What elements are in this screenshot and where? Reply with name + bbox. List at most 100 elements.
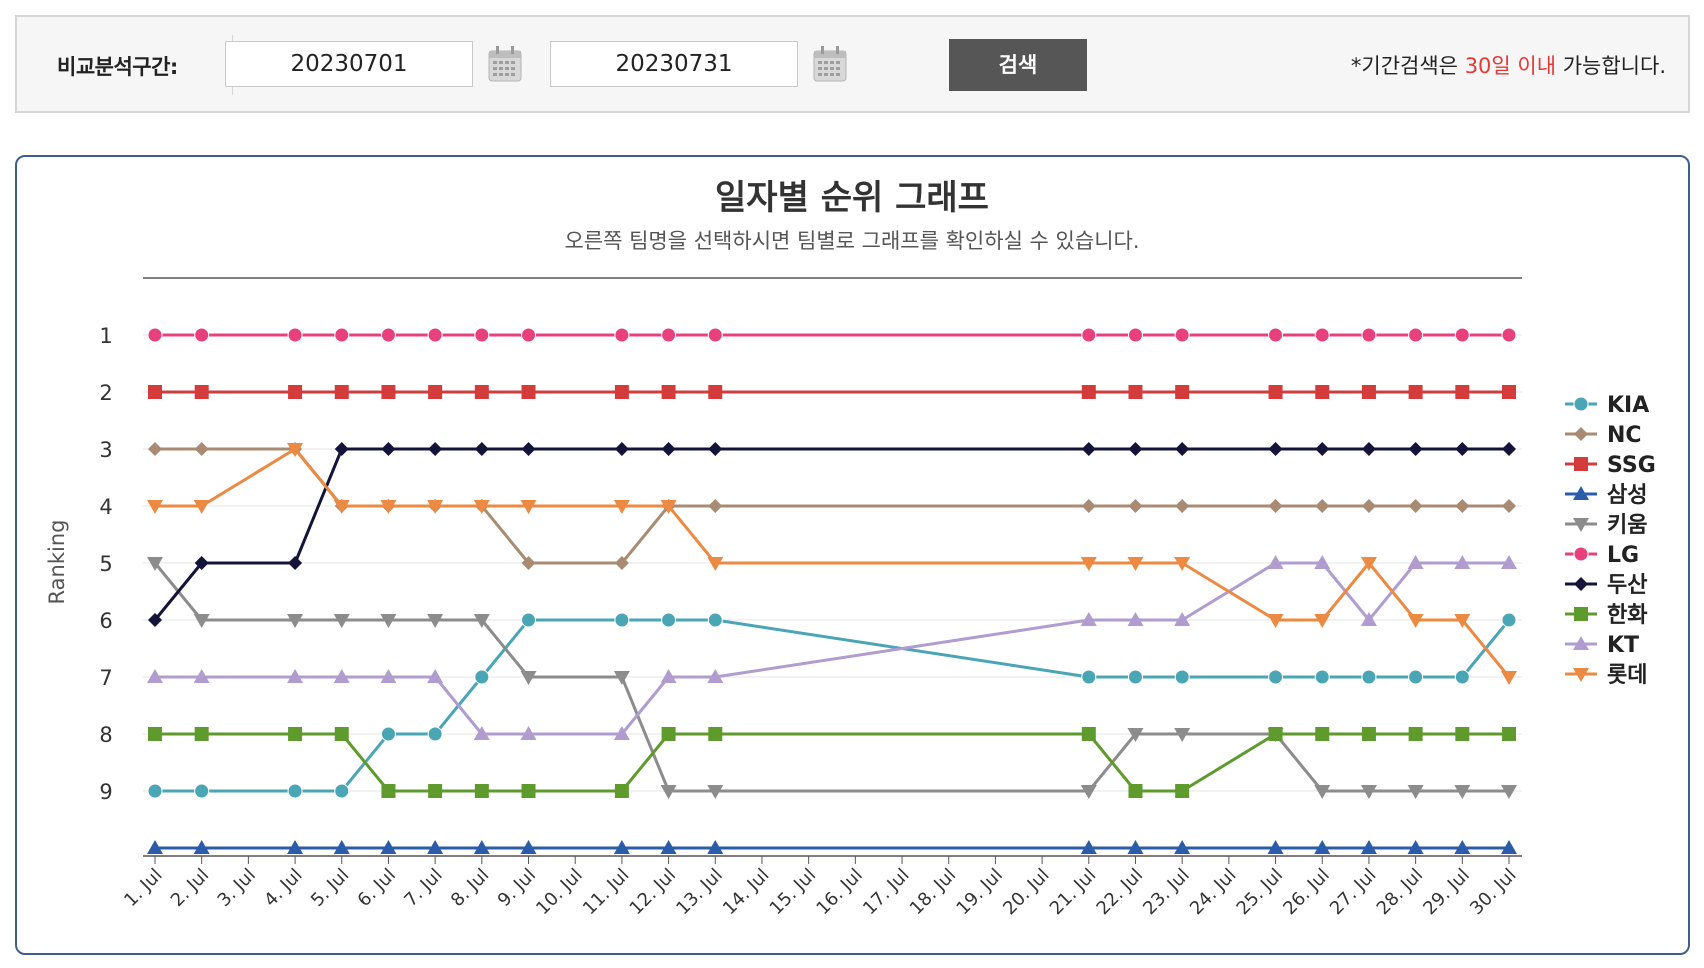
data-point-lg [521,327,537,343]
data-point-lg [287,327,303,343]
data-point-kia [334,783,350,799]
data-point-롯데 [1501,671,1517,685]
x-tick-label: 18. Jul [906,865,961,920]
data-point-한화 [148,727,162,741]
data-point-nc [194,442,209,456]
x-tick-label: 27. Jul [1326,865,1381,920]
data-point-kt [1267,555,1284,569]
data-point-삼성 [1267,840,1284,854]
data-point-lg [1454,327,1470,343]
y-tick-label: 4 [99,495,112,519]
data-point-롯데 [613,500,630,514]
x-tick-label: 8. Jul [447,865,493,911]
legend-label-kia: KIA [1607,393,1649,418]
legend-label-한화: 한화 [1607,603,1647,628]
data-point-lg [1174,327,1190,343]
data-point-삼성 [1314,840,1331,854]
data-point-ssg [614,385,629,399]
data-point-kia [474,669,490,685]
data-point-키움 [333,614,350,628]
data-point-nc [1455,499,1470,513]
data-point-두산 [474,442,489,456]
data-point-ssg [1081,385,1096,399]
data-point-ssg [474,385,489,399]
y-tick-label: 3 [99,438,112,462]
search-button[interactable]: 검색 [949,39,1087,91]
x-tick-label: 4. Jul [260,865,306,911]
series-line-키움 [153,562,1509,793]
series-line-두산 [153,447,1509,621]
end-date-input[interactable] [550,41,798,87]
data-point-키움 [1174,728,1191,742]
data-point-kia [707,612,723,628]
data-point-키움 [613,671,630,685]
series-line-kt [155,561,1509,736]
data-point-kt [427,669,444,683]
data-point-kt [1454,555,1471,569]
data-point-두산 [1128,442,1143,456]
data-point-롯데 [1314,614,1331,628]
data-point-롯데 [380,500,397,514]
data-point-키움 [1454,785,1471,799]
x-tick-label: 28. Jul [1373,865,1428,920]
start-date-input[interactable] [225,41,473,87]
data-point-lg [1081,327,1097,343]
calendar-icon[interactable] [487,45,523,83]
data-point-롯데 [1454,614,1471,628]
data-point-ssg [1361,385,1376,399]
x-tick-label: 21. Jul [1046,865,1101,920]
x-tick-label: 3. Jul [214,865,260,911]
data-point-ssg [1315,385,1330,399]
data-point-한화 [1315,727,1330,741]
data-point-키움 [1314,785,1331,799]
data-point-두산 [1315,442,1330,456]
data-point-삼성 [1454,840,1471,854]
data-point-한화 [614,784,629,798]
legend-marker-lg [1573,546,1589,562]
legend-marker-두산 [1574,577,1588,591]
data-point-두산 [614,442,629,456]
legend-marker-롯데 [1573,668,1589,682]
period-notice: *기간검색은 30일 이내 가능합니다. [1351,50,1666,80]
data-point-nc [1408,499,1423,513]
x-tick-label: 26. Jul [1279,865,1334,920]
data-point-한화 [474,784,489,798]
data-point-삼성 [1127,840,1144,854]
data-point-롯데 [1080,557,1097,571]
legend-label-키움: 키움 [1607,513,1647,538]
data-point-ssg [428,385,443,399]
legend-label-롯데: 롯데 [1607,663,1647,688]
data-point-kt [380,669,397,683]
notice-prefix: *기간검색은 [1350,54,1465,78]
legend-label-두산: 두산 [1607,573,1647,598]
y-tick-label: 2 [99,381,112,405]
data-point-lg [1268,327,1284,343]
data-point-롯데 [707,557,724,571]
data-point-kt [287,669,304,683]
data-point-한화 [1455,727,1470,741]
data-point-kt [333,669,350,683]
data-point-두산 [1268,442,1283,456]
data-point-롯데 [1174,557,1191,571]
data-point-두산 [1361,442,1376,456]
calendar-icon[interactable] [812,45,848,83]
data-point-lg [380,327,396,343]
legend-marker-kia [1573,396,1589,412]
series-line-한화 [155,732,1509,793]
data-point-삼성 [333,840,350,854]
data-point-한화 [288,727,303,741]
data-point-lg [1361,327,1377,343]
data-point-nc [521,556,536,570]
data-point-삼성 [380,840,397,854]
data-point-kt [660,669,677,683]
data-point-ssg [194,385,209,399]
data-point-nc [1502,499,1516,513]
x-tick-label: 19. Jul [952,865,1007,920]
data-point-kia [661,612,677,628]
data-point-키움 [147,557,163,571]
data-point-삼성 [193,840,210,854]
data-point-lg [707,327,723,343]
data-point-nc [1128,499,1143,513]
x-tick-label: 15. Jul [766,865,821,920]
data-point-ssg [381,385,396,399]
